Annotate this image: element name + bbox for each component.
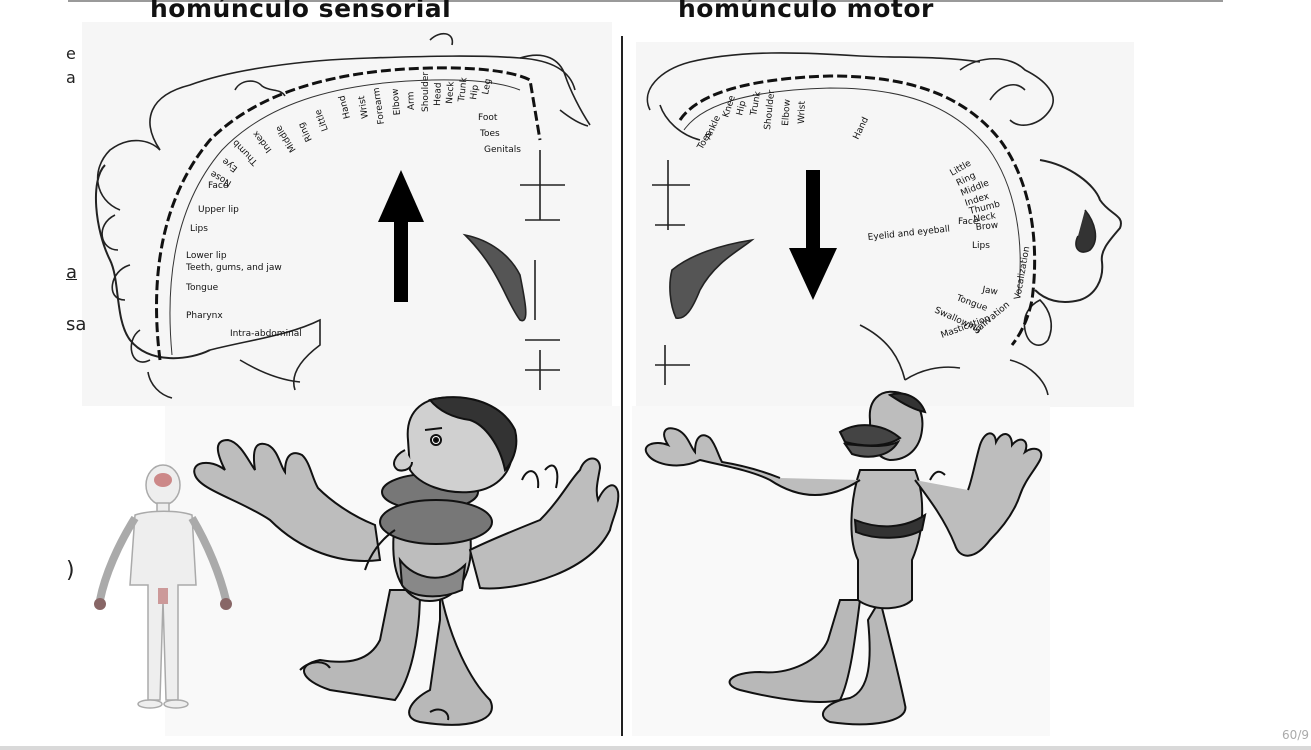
sensory-cortex-drawing — [95, 32, 591, 399]
motor-label: Eyelid and eyeball — [867, 224, 950, 243]
motor-label: Vocalization — [1013, 246, 1032, 301]
sensory-label: Leg — [481, 78, 494, 96]
sensory-label: Tongue — [185, 283, 219, 293]
arrow-up-icon — [378, 170, 424, 302]
margin-fragment: ) — [66, 558, 75, 583]
motor-label: Tongue — [954, 293, 989, 314]
sensory-label: Genitals — [484, 145, 521, 155]
sensory-label: Foot — [478, 113, 498, 123]
sensory-label: Middle — [274, 123, 298, 154]
sensory-label: Neck — [445, 80, 457, 104]
sensory-label: Trunk — [457, 76, 470, 103]
motor-homunculus-figure — [644, 390, 1043, 726]
sensory-label: Little — [314, 107, 331, 132]
motor-label: Jaw — [980, 285, 998, 298]
sensory-label: Shoulder — [421, 72, 431, 112]
sensory-label: Lower lip — [186, 251, 227, 261]
margin-fragment: e — [66, 44, 76, 63]
sensory-cortex-band — [155, 66, 542, 361]
motor-cortex-panel — [636, 42, 1134, 407]
sensory-label: Wrist — [357, 94, 371, 119]
margin-fragment: a — [66, 262, 78, 283]
motor-label: Ankle — [704, 114, 724, 141]
sensory-homunculus-figure — [193, 396, 620, 726]
sensory-label: Pharynx — [186, 311, 223, 321]
top-rule — [68, 0, 1223, 2]
sensory-label: Head — [433, 82, 444, 106]
sensory-label: Upper lip — [198, 205, 239, 215]
motor-label: Elbow — [781, 99, 793, 126]
motor-label: Trunk — [749, 90, 763, 118]
sensory-label: Index — [251, 128, 275, 154]
page-number: 60/9 — [1282, 728, 1309, 742]
motor-label: Hand — [852, 116, 871, 142]
motor-label: Hip — [735, 99, 748, 116]
sensory-label: Eye — [220, 155, 240, 173]
center-divider — [621, 36, 623, 736]
sensory-label: Hand — [337, 94, 352, 119]
sensory-label: Face — [208, 181, 229, 191]
motor-labels: Toes Ankle Knee Hip Trunk Shoulder Elbow… — [695, 89, 1032, 341]
sensory-label: Teeth, gums, and jaw — [185, 263, 282, 273]
sensory-label: Ring — [297, 121, 315, 144]
motor-label: Lips — [972, 241, 990, 251]
human-body-figure — [94, 464, 232, 709]
motor-label: Neck — [973, 211, 998, 225]
motor-label: Face — [958, 217, 979, 227]
sensory-label: Forearm — [372, 87, 387, 125]
sensory-label: Toes — [479, 129, 500, 139]
margin-fragment: a — [66, 68, 76, 87]
motor-label: Shoulder — [763, 89, 777, 130]
motor-label: Brow — [975, 221, 998, 233]
sensory-label: Elbow — [391, 88, 403, 116]
sensory-homunculus-title: homúnculo sensorial — [150, 0, 452, 23]
arrow-down-icon — [789, 170, 837, 300]
sensory-labels: Genitals Toes Foot Leg Hip Trunk Neck He… — [185, 72, 521, 339]
motor-cortex-drawing — [646, 52, 1122, 396]
margin-fragment: sa — [66, 314, 87, 335]
sensory-label: Lips — [190, 224, 208, 234]
bottom-rule — [0, 746, 1311, 750]
sensory-label: Hip — [469, 84, 481, 101]
motor-label: Wrist — [797, 100, 808, 124]
sensory-label: Intra-abdominal — [230, 329, 302, 339]
sensory-label: Arm — [406, 91, 417, 110]
motor-homunculus-title: homúnculo motor — [678, 0, 934, 23]
motor-cortex-band — [678, 74, 1037, 346]
